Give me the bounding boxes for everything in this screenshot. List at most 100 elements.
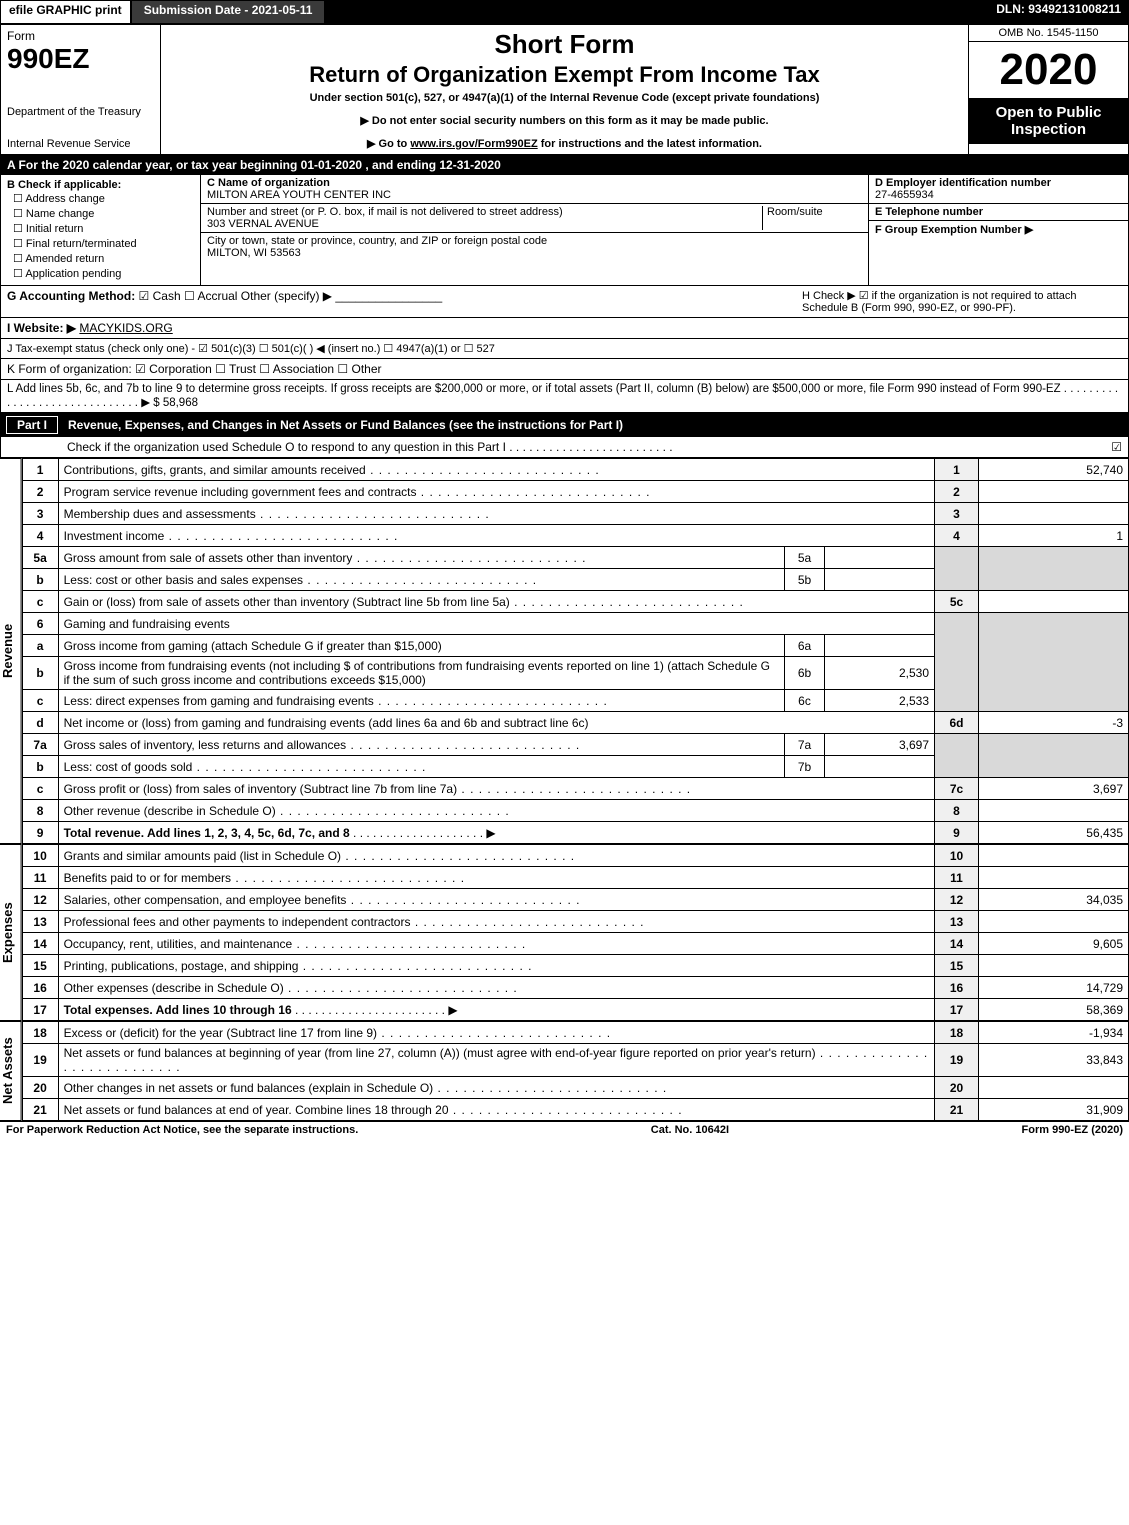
row13-num: 13 — [22, 911, 58, 933]
g-cash[interactable]: Cash — [139, 289, 184, 303]
line-i: I Website: ▶ MACYKIDS.ORG — [0, 318, 1129, 339]
row17-code: 17 — [935, 999, 979, 1021]
city-label: City or town, state or province, country… — [207, 235, 547, 247]
row4-code: 4 — [935, 525, 979, 547]
row12-amt: 34,035 — [979, 889, 1129, 911]
org-name: MILTON AREA YOUTH CENTER INC — [207, 189, 391, 201]
row5c-num: c — [22, 591, 58, 613]
submission-date: Submission Date - 2021-05-11 — [131, 0, 326, 24]
row18-desc: Excess or (deficit) for the year (Subtra… — [58, 1022, 934, 1044]
goto-pre: ▶ Go to — [367, 138, 410, 150]
g-accrual[interactable]: Accrual Other (specify) ▶ — [184, 289, 332, 303]
row5c-amt — [979, 591, 1129, 613]
row5a-subval — [825, 547, 935, 569]
netassets-vlabel: Net Assets — [0, 1021, 22, 1121]
line-k: K Form of organization: ☑ Corporation ☐ … — [0, 359, 1129, 380]
row20-amt — [979, 1077, 1129, 1099]
row9-amt: 56,435 — [979, 822, 1129, 844]
return-title: Return of Organization Exempt From Incom… — [169, 62, 960, 88]
row6b-sub: 6b — [785, 657, 825, 690]
row6b-num: b — [22, 657, 58, 690]
row14-num: 14 — [22, 933, 58, 955]
row8-desc: Other revenue (describe in Schedule O) — [58, 800, 934, 822]
row11-desc: Benefits paid to or for members — [58, 867, 934, 889]
period-line-a: A For the 2020 calendar year, or tax yea… — [0, 155, 1129, 175]
c-label: C Name of organization — [207, 177, 330, 189]
row21-num: 21 — [22, 1099, 58, 1121]
d-ein-label: D Employer identification number — [875, 177, 1051, 189]
part1-subtext: Check if the organization used Schedule … — [7, 440, 1111, 454]
top-bar: efile GRAPHIC print Submission Date - 20… — [0, 0, 1129, 24]
row18-num: 18 — [22, 1022, 58, 1044]
revenue-table: 1Contributions, gifts, grants, and simil… — [22, 458, 1129, 844]
expenses-table: 10Grants and similar amounts paid (list … — [22, 844, 1129, 1021]
street-address: 303 VERNAL AVENUE — [207, 218, 319, 230]
cb-final-return[interactable]: Final return/terminated — [13, 236, 194, 251]
row6c-sub: 6c — [785, 690, 825, 712]
row1-num: 1 — [22, 459, 58, 481]
row9-code: 9 — [935, 822, 979, 844]
row6c-desc: Less: direct expenses from gaming and fu… — [58, 690, 784, 712]
row21-amt: 31,909 — [979, 1099, 1129, 1121]
row19-num: 19 — [22, 1044, 58, 1077]
cb-initial-return[interactable]: Initial return — [13, 221, 194, 236]
footer-right: Form 990-EZ (2020) — [1022, 1124, 1123, 1136]
part1-check[interactable]: ☑ — [1111, 440, 1122, 454]
row7a-sub: 7a — [785, 734, 825, 756]
row6d-num: d — [22, 712, 58, 734]
row7c-code: 7c — [935, 778, 979, 800]
row7b-desc: Less: cost of goods sold — [58, 756, 784, 778]
row1-code: 1 — [935, 459, 979, 481]
cb-name-change[interactable]: Name change — [13, 206, 194, 221]
row21-desc: Net assets or fund balances at end of ye… — [58, 1099, 934, 1121]
row2-amt — [979, 481, 1129, 503]
row13-code: 13 — [935, 911, 979, 933]
row5b-sub: 5b — [785, 569, 825, 591]
row7a-num: 7a — [22, 734, 58, 756]
line-g-h: G Accounting Method: Cash Accrual Other … — [0, 286, 1129, 318]
row15-num: 15 — [22, 955, 58, 977]
row3-code: 3 — [935, 503, 979, 525]
row7a-desc: Gross sales of inventory, less returns a… — [58, 734, 784, 756]
under-section: Under section 501(c), 527, or 4947(a)(1)… — [169, 92, 960, 104]
row16-num: 16 — [22, 977, 58, 999]
row12-code: 12 — [935, 889, 979, 911]
row5a-num: 5a — [22, 547, 58, 569]
row10-amt — [979, 845, 1129, 867]
row14-desc: Occupancy, rent, utilities, and maintena… — [58, 933, 934, 955]
short-form-title: Short Form — [169, 29, 960, 60]
part1-sub: Check if the organization used Schedule … — [0, 437, 1129, 458]
efile-label: efile GRAPHIC print — [0, 0, 131, 24]
line-l: L Add lines 5b, 6c, and 7b to line 9 to … — [0, 380, 1129, 413]
part1-header: Part I Revenue, Expenses, and Changes in… — [0, 413, 1129, 437]
cb-address-change[interactable]: Address change — [13, 191, 194, 206]
internal-revenue: Internal Revenue Service — [7, 138, 154, 150]
row3-desc: Membership dues and assessments — [58, 503, 934, 525]
row2-code: 2 — [935, 481, 979, 503]
irs-link[interactable]: www.irs.gov/Form990EZ — [410, 138, 537, 150]
row5a-sub: 5a — [785, 547, 825, 569]
city-state-zip: MILTON, WI 53563 — [207, 247, 301, 259]
row10-desc: Grants and similar amounts paid (list in… — [58, 845, 934, 867]
row8-amt — [979, 800, 1129, 822]
row10-code: 10 — [935, 845, 979, 867]
cb-application-pending[interactable]: Application pending — [13, 266, 194, 281]
f-group-label: F Group Exemption Number ▶ — [875, 224, 1033, 236]
row5a-desc: Gross amount from sale of assets other t… — [58, 547, 784, 569]
website-link[interactable]: MACYKIDS.ORG — [79, 321, 172, 335]
row3-num: 3 — [22, 503, 58, 525]
row7b-subval — [825, 756, 935, 778]
row4-num: 4 — [22, 525, 58, 547]
cb-amended-return[interactable]: Amended return — [13, 251, 194, 266]
row7c-num: c — [22, 778, 58, 800]
footer: For Paperwork Reduction Act Notice, see … — [0, 1121, 1129, 1138]
ssn-notice: ▶ Do not enter social security numbers o… — [169, 114, 960, 127]
row13-desc: Professional fees and other payments to … — [58, 911, 934, 933]
row6a-sub: 6a — [785, 635, 825, 657]
row12-num: 12 — [22, 889, 58, 911]
row2-desc: Program service revenue including govern… — [58, 481, 934, 503]
row15-amt — [979, 955, 1129, 977]
row7c-desc: Gross profit or (loss) from sales of inv… — [58, 778, 934, 800]
row20-num: 20 — [22, 1077, 58, 1099]
form-number: 990EZ — [7, 43, 154, 75]
